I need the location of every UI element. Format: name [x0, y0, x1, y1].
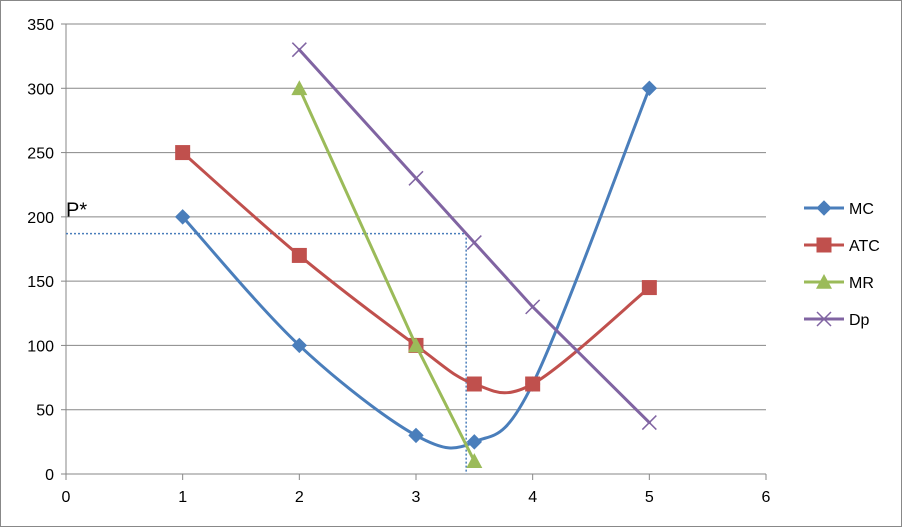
annotations: P* — [66, 200, 467, 474]
series-atc — [175, 145, 657, 395]
data-point-mc — [641, 80, 658, 96]
legend-marker-mr — [816, 274, 832, 289]
legend-item-mr: MR — [804, 274, 874, 292]
legend-item-dp: Dp — [804, 311, 870, 329]
legend-label-dp: Dp — [849, 312, 870, 329]
y-tick-label: 200 — [27, 210, 54, 227]
x-tick-label: 0 — [62, 489, 71, 506]
x-tick-label: 1 — [178, 489, 187, 506]
data-point-mr — [291, 80, 308, 96]
data-point-mc — [466, 434, 483, 450]
price-annotation-label: P* — [66, 200, 87, 222]
legend-marker-mc — [816, 200, 832, 216]
series — [174, 42, 658, 468]
data-point-atc — [525, 376, 541, 392]
data-point-dp — [525, 299, 541, 315]
x-tick-label: 4 — [528, 489, 537, 506]
legend-item-atc: ATC — [804, 237, 880, 255]
legend-label-mc: MC — [849, 201, 874, 218]
series-line-atc — [181, 151, 651, 395]
series-dp — [291, 42, 657, 431]
x-tick-label: 5 — [645, 489, 654, 506]
series-mr — [291, 80, 483, 468]
data-point-atc — [641, 280, 657, 296]
data-point-dp — [408, 170, 424, 186]
data-point-atc — [175, 145, 191, 161]
y-tick-label: 150 — [27, 274, 54, 291]
legend-marker-dp — [816, 311, 832, 327]
data-point-mc — [291, 337, 308, 354]
y-tick-label: 350 — [27, 17, 54, 34]
x-tick-label: 2 — [295, 489, 304, 506]
data-point-dp — [641, 415, 657, 431]
x-tick-label: 6 — [762, 489, 771, 506]
y-tick-label: 0 — [45, 467, 54, 484]
x-tick-label: 3 — [412, 489, 421, 506]
series-line-dp — [297, 48, 651, 425]
y-tick-label: 250 — [27, 146, 54, 163]
legend-label-atc: ATC — [849, 238, 880, 255]
data-point-mc — [174, 209, 191, 225]
legend-label-mr: MR — [849, 275, 874, 292]
legend: MC ATC MR Dp — [804, 200, 880, 329]
data-point-atc — [466, 376, 482, 392]
legend-item-mc: MC — [804, 200, 874, 218]
data-point-dp — [466, 235, 482, 251]
data-point-mr — [408, 337, 424, 353]
series-line-mc — [181, 86, 651, 450]
series-mc — [174, 80, 658, 450]
data-point-atc — [291, 247, 307, 263]
y-tick-label: 300 — [27, 81, 54, 98]
axes: 0 50 100 150 200 250 300 350 0 1 2 3 4 5 6 — [27, 17, 770, 506]
y-tick-label: 50 — [36, 403, 54, 420]
data-point-mc — [408, 427, 424, 444]
data-point-dp — [291, 42, 307, 58]
y-tick-label: 100 — [27, 338, 54, 355]
data-point-mr — [466, 453, 483, 468]
legend-marker-atc — [816, 237, 832, 253]
